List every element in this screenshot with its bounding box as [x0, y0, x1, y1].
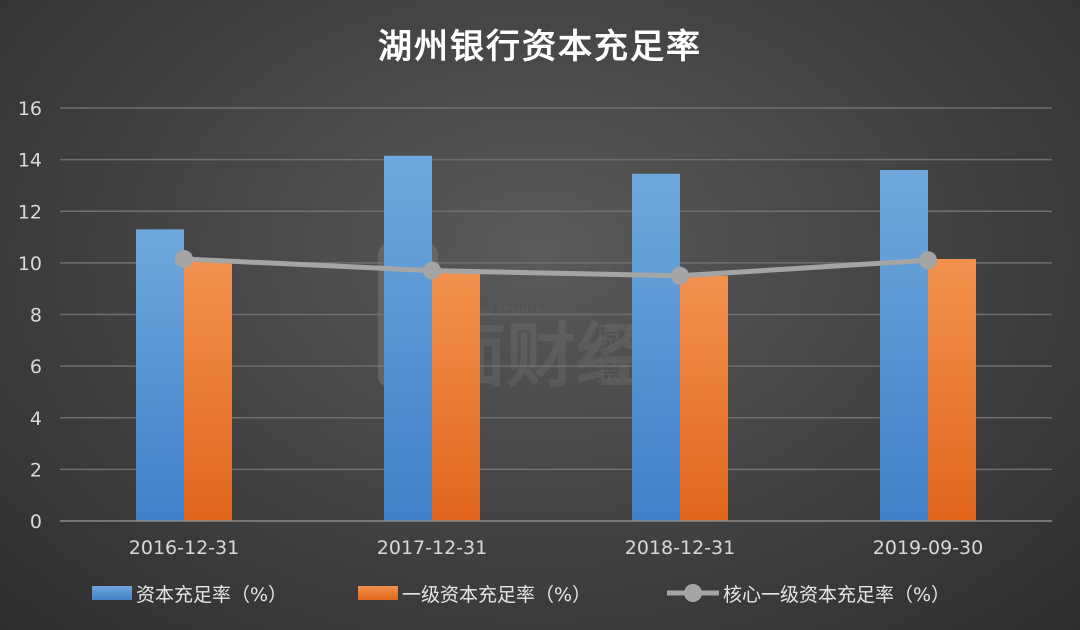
line-point: [423, 261, 441, 280]
line-core-tier1: [183, 256, 929, 279]
y-tick-label: 4: [30, 408, 42, 430]
y-tick-label: 14: [18, 150, 42, 172]
legend-swatch: [92, 586, 132, 600]
y-tick-label: 10: [18, 253, 42, 275]
legend-item-capital-adequacy: 资本充足率（%）: [92, 584, 287, 606]
bar-tier1-capital: [184, 260, 232, 521]
chart-title: 湖州银行资本充足率: [378, 27, 702, 67]
bar-capital-adequacy: [632, 173, 680, 521]
y-tick-label: 6: [30, 356, 42, 378]
bar-capital-adequacy: [384, 155, 432, 522]
y-tick-label: 0: [30, 511, 42, 533]
y-tick-label: 12: [18, 201, 42, 223]
legend-swatch: [358, 586, 398, 600]
line-point: [919, 251, 937, 270]
y-tick-label: 16: [18, 98, 42, 120]
x-tick-label: 2019-09-30: [873, 537, 983, 559]
bar-tier1-capital: [432, 270, 480, 521]
legend: 资本充足率（%） 一级资本充足率（%） 核心一级资本充足率（%）: [92, 584, 950, 606]
x-axis-ticks: 2016-12-31 2017-12-31 2018-12-31 2019-09-30: [129, 537, 983, 559]
x-tick-label: 2018-12-31: [625, 537, 735, 559]
x-tick-label: 2016-12-31: [129, 537, 239, 559]
line-series: [175, 250, 937, 285]
bars: [136, 155, 976, 522]
legend-label: 资本充足率（%）: [136, 584, 287, 606]
y-tick-label: 8: [30, 305, 42, 327]
y-tick-label: 2: [30, 459, 42, 481]
bar-capital-adequacy: [136, 229, 184, 521]
legend-label: 一级资本充足率（%）: [402, 584, 591, 606]
legend-item-core-tier1: 核心一级资本充足率（%）: [667, 584, 950, 606]
bar-tier1-capital: [928, 259, 976, 521]
line-point: [175, 250, 193, 269]
x-tick-label: 2017-12-31: [377, 537, 487, 559]
legend-item-tier1: 一级资本充足率（%）: [358, 584, 591, 606]
legend-marker: [684, 584, 702, 602]
legend-label: 核心一级资本充足率（%）: [723, 584, 950, 606]
bar-tier1-capital: [680, 275, 728, 521]
bar-capital-adequacy: [880, 169, 928, 521]
line-point: [671, 266, 689, 285]
y-axis-ticks: 0 2 4 6 8 10 12 14 16: [18, 98, 42, 533]
